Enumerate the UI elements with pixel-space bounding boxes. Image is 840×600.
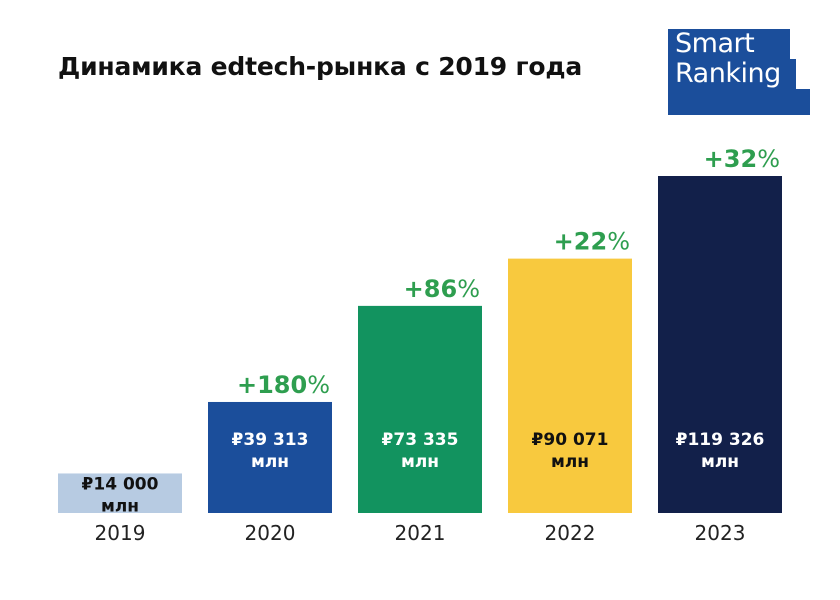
x-tick-label: 2021	[395, 521, 446, 545]
bar-2021	[358, 305, 482, 513]
bar-2022	[508, 258, 632, 513]
x-tick-label: 2023	[695, 521, 746, 545]
bar-unit-label: млн	[551, 452, 589, 472]
logo-text-ranking: Ranking	[675, 58, 781, 89]
bar-value-label: ₽90 071	[532, 430, 609, 450]
bar-value-label: ₽14 000	[82, 474, 159, 494]
bar-value-label: ₽73 335	[382, 430, 459, 450]
growth-label: +22%	[554, 228, 630, 256]
growth-label: +32%	[704, 145, 780, 173]
growth-percent-sign: %	[757, 145, 780, 173]
bar-2019	[58, 473, 182, 513]
x-tick-label: 2020	[245, 521, 296, 545]
bar-unit-label: млн	[701, 452, 739, 472]
bar-unit-label: млн	[401, 452, 439, 472]
bar-value-label: ₽119 326	[676, 430, 765, 450]
growth-percent-sign: %	[607, 228, 630, 256]
x-tick-label: 2019	[95, 521, 146, 545]
growth-percent-sign: %	[457, 275, 480, 303]
smart-ranking-logo: Smart Ranking	[668, 29, 810, 115]
bar-value-label: ₽39 313	[232, 430, 309, 450]
growth-label: +180%	[237, 371, 330, 399]
bar-2023	[658, 176, 782, 513]
x-tick-label: 2022	[545, 521, 596, 545]
bar-unit-label: млн	[251, 452, 289, 472]
bar-unit-label: млн	[101, 496, 139, 516]
bar-2020	[208, 401, 332, 513]
growth-label: +86%	[404, 275, 480, 303]
logo-text-smart: Smart	[675, 28, 755, 59]
growth-percent-sign: %	[307, 371, 330, 399]
chart-title: Динамика edtech-рынка с 2019 года	[58, 52, 582, 81]
